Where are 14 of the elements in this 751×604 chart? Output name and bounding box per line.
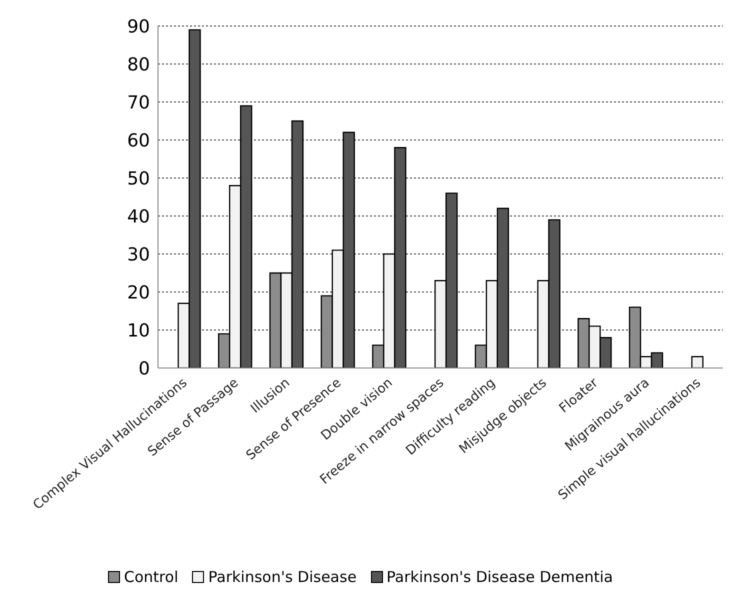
bar (691, 356, 704, 368)
legend-label: Parkinson's Disease Dementia (386, 568, 613, 586)
y-tick-label: 60 (127, 130, 150, 152)
y-tick-label: 90 (127, 16, 150, 38)
y-tick-label: 40 (127, 206, 150, 228)
y-tick-label: 50 (127, 168, 150, 190)
y-tick-label: 20 (127, 282, 150, 304)
y-tick-label: 30 (127, 244, 150, 266)
y-tick-label: 80 (127, 54, 150, 76)
y-tick-label: 70 (127, 92, 150, 114)
y-tick-label: 0 (138, 358, 150, 380)
y-tick-label: 10 (127, 320, 150, 342)
legend-label: Parkinson's Disease (208, 568, 357, 586)
legend-label: Control (124, 568, 178, 586)
